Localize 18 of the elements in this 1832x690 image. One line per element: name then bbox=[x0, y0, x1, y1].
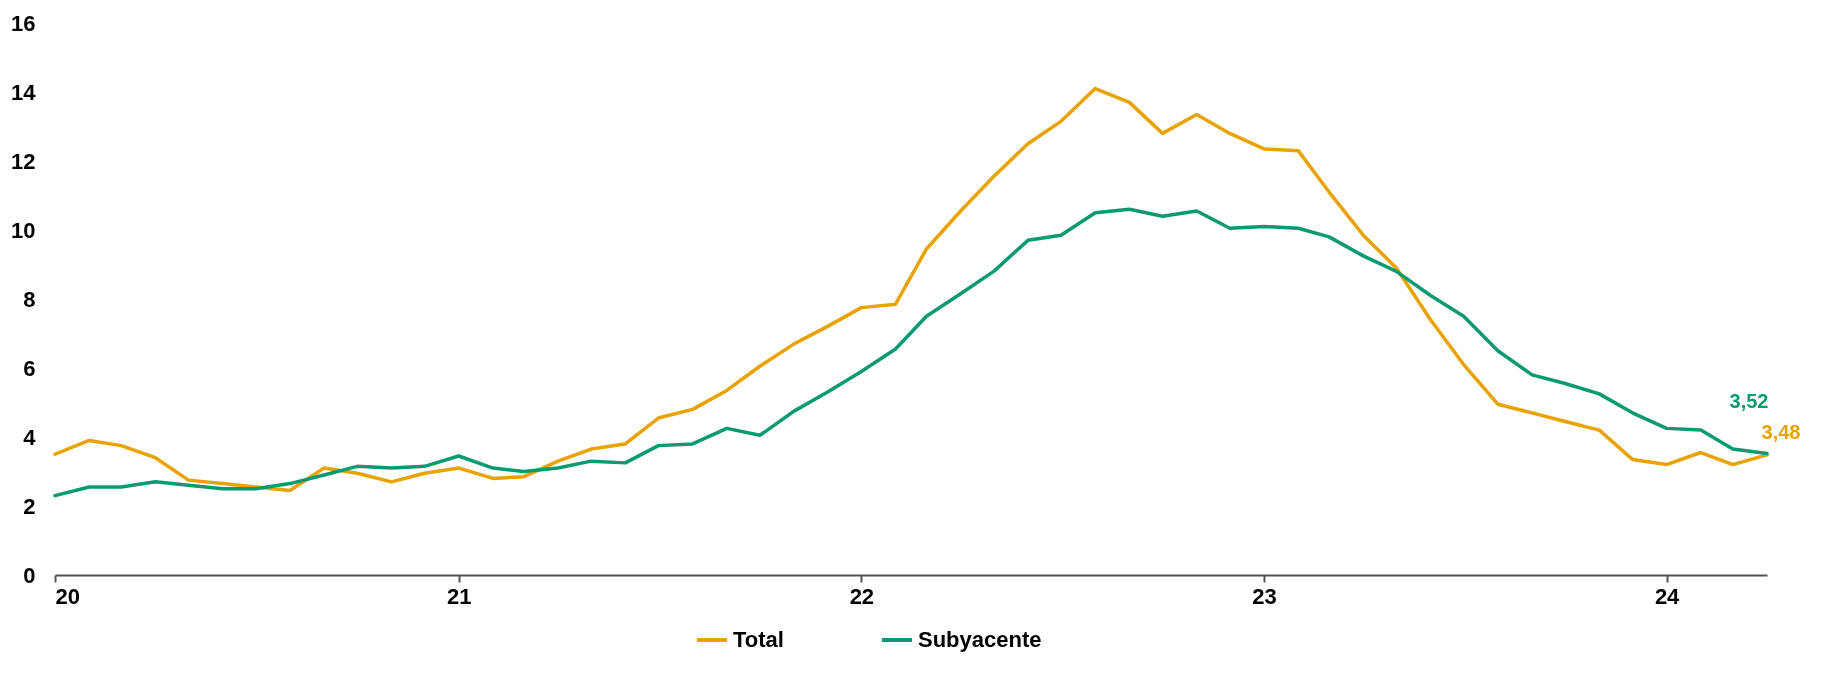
y-tick-label: 14 bbox=[11, 79, 37, 105]
annotation: 3,48 bbox=[1761, 420, 1801, 443]
annotation: 3,52 bbox=[1729, 389, 1769, 412]
y-tick-label: 16 bbox=[11, 10, 36, 36]
x-tick-label: 21 bbox=[446, 583, 472, 609]
x-tick-label: 20 bbox=[55, 583, 80, 609]
x-tick-label: 24 bbox=[1654, 583, 1681, 609]
y-tick-label: 6 bbox=[23, 355, 36, 381]
legend-label: Subyacente bbox=[918, 627, 1042, 652]
legend-label: Total bbox=[733, 627, 784, 652]
y-tick-label: 4 bbox=[23, 424, 37, 450]
x-tick-label: 23 bbox=[1252, 583, 1277, 609]
y-tick-label: 2 bbox=[23, 493, 36, 519]
y-tick-label: 10 bbox=[11, 217, 36, 243]
y-tick-label: 12 bbox=[11, 148, 36, 174]
y-tick-label: 8 bbox=[23, 286, 36, 312]
x-tick-label: 22 bbox=[849, 583, 875, 609]
y-tick-label: 0 bbox=[23, 562, 36, 588]
